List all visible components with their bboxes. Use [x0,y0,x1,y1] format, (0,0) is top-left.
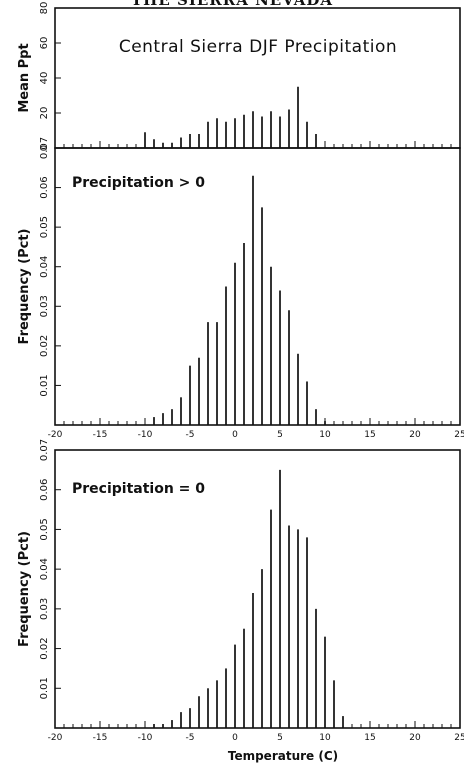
middle-x-tick-label: -20 [48,430,63,440]
middle-x-tick-label: 15 [364,430,375,440]
bottom-x-tick-label: 0 [232,733,238,743]
middle-y-tick-label: 0.01 [39,374,50,396]
middle-y-tick-label: 0.07 [39,137,50,159]
bottom-x-tick-label: 25 [454,733,464,743]
top-y-tick-label: 20 [39,107,50,120]
bottom-y-tick-label: 0.01 [39,677,50,699]
middle-x-tick-label: 0 [232,430,238,440]
bottom-x-tick-label: -20 [48,733,63,743]
bottom-x-tick-label: -15 [93,733,108,743]
middle-x-tick-label: -15 [93,430,108,440]
middle-y-tick-label: 0.03 [39,295,50,317]
page-header-text: THE SIERRA NEVADA [131,0,333,9]
bottom-x-tick-label: 20 [409,733,421,743]
bottom-x-tick-label: -10 [138,733,153,743]
middle-x-tick-label: -10 [138,430,153,440]
top-chart-title: Central Sierra DJF Precipitation [119,37,397,57]
top-y-axis-label: Mean Ppt [17,43,32,112]
middle-y-tick-label: 0.06 [39,176,50,198]
bottom-y-tick-label: 0.04 [39,558,50,580]
middle-panel-frame [54,147,461,426]
middle-x-tick-label: -5 [186,430,195,440]
top-y-tick-label: 60 [39,37,50,50]
top-panel-frame [54,7,461,149]
bottom-annotation: Precipitation = 0 [72,481,205,497]
middle-x-tick-label: 5 [277,430,283,440]
bottom-y-axis-label: Frequency (Pct) [17,531,32,647]
bottom-x-tick-label: 15 [364,733,375,743]
middle-x-tick-label: 25 [454,430,464,440]
middle-y-tick-label: 0.04 [39,256,50,278]
top-y-tick-label: 80 [39,2,50,15]
middle-x-tick-label: 10 [319,430,331,440]
bottom-x-tick-label: 5 [277,733,283,743]
middle-y-tick-label: 0.05 [39,216,50,238]
bottom-x-tick-label: 10 [319,733,331,743]
top-y-tick-label: 0 [39,145,50,151]
middle-y-axis-label: Frequency (Pct) [17,229,32,345]
middle-annotation: Precipitation > 0 [72,175,205,191]
bottom-panel-frame [54,449,461,729]
bottom-x-axis-label: Temperature (C) [228,749,338,763]
middle-y-tick-label: 0.02 [39,335,50,357]
middle-x-tick-label: 20 [409,430,421,440]
bottom-y-tick-label: 0.05 [39,518,50,540]
bottom-y-tick-label: 0.06 [39,479,50,501]
bottom-y-tick-label: 0.03 [39,598,50,620]
bottom-x-tick-label: -5 [186,733,195,743]
top-y-tick-label: 40 [39,72,50,85]
bottom-y-tick-label: 0.02 [39,637,50,659]
bottom-y-tick-label: 0.07 [39,439,50,461]
